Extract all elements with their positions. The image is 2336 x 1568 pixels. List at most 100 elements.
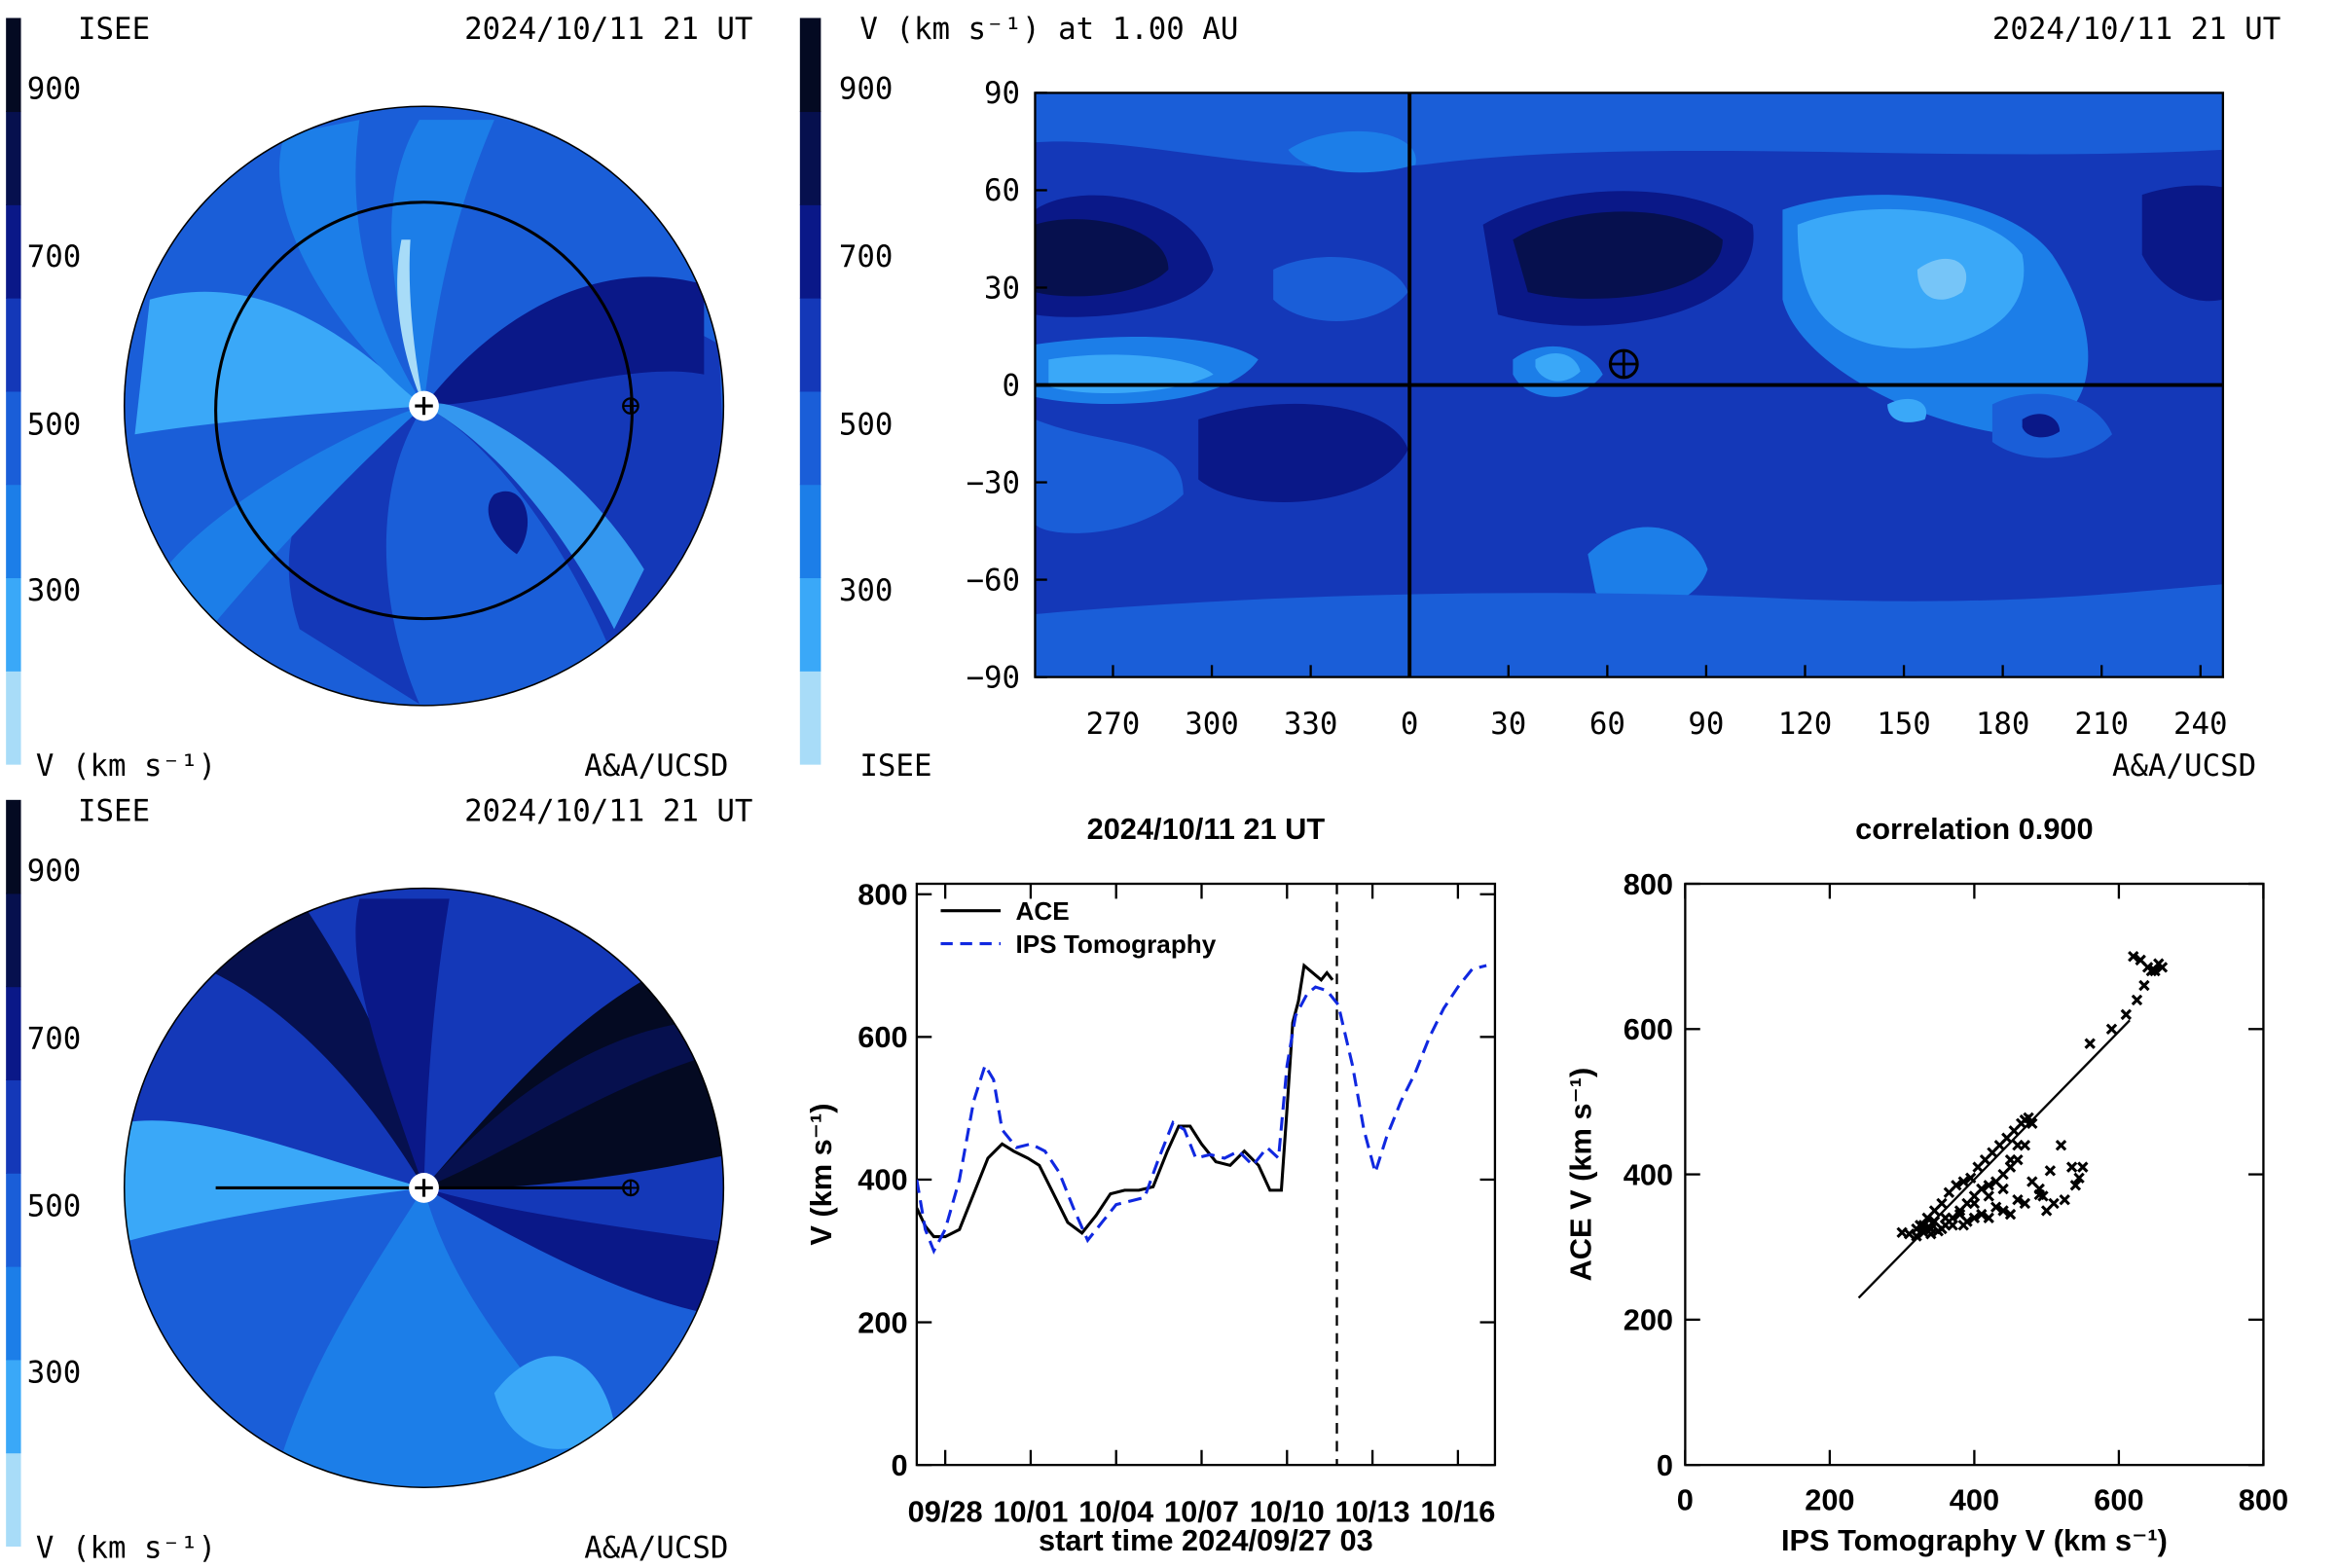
credit-label: A&A/UCSD <box>584 1531 728 1566</box>
map-x-tick-label: 240 <box>2173 707 2228 742</box>
colorbar-tick-900: 900 <box>839 72 894 107</box>
scatter-point <box>1983 1212 1994 1224</box>
colorbar-segment <box>799 18 821 113</box>
scatter-point <box>2120 1008 2133 1021</box>
map-x-tick-label: 90 <box>1688 707 1724 742</box>
legend-label-ace: ACE <box>1015 896 1069 926</box>
scatter-point <box>2138 979 2150 992</box>
colorbar-segment <box>799 204 821 299</box>
colorbar-segment <box>6 1265 21 1361</box>
timestamp-label: 2024/10/11 21 UT <box>1992 12 2281 47</box>
scatter-point <box>1936 1222 1948 1235</box>
colorbar-segment <box>799 111 821 205</box>
scatter-point <box>2059 1193 2070 1206</box>
scatter-point <box>1903 1228 1916 1240</box>
x-tick-label: 10/04 <box>1078 1495 1153 1529</box>
y-tick-label: 400 <box>1624 1157 1673 1191</box>
colorbar-segment <box>799 297 821 392</box>
colorbar-top-left <box>6 18 21 765</box>
colorbar-segment <box>6 1173 21 1267</box>
timestamp-label: 2024/10/11 21 UT <box>464 793 752 828</box>
x-tick-label: 10/13 <box>1335 1495 1410 1529</box>
scatter-point <box>2149 965 2161 977</box>
colorbar-segment <box>6 671 21 765</box>
scatter-point <box>2105 1023 2118 1035</box>
disc-outline <box>123 887 725 1488</box>
top-right-panel: V (km s⁻¹) at 1.00 AU 2024/10/11 21 UT I… <box>799 12 2281 784</box>
colorbar-segment <box>6 18 21 113</box>
map-y-tick-label: −30 <box>966 465 1020 500</box>
scatter-point <box>1983 1180 1994 1191</box>
credit-label: A&A/UCSD <box>2112 748 2256 784</box>
map-x-tick-label: 30 <box>1490 707 1526 742</box>
map-title: V (km s⁻¹) at 1.00 AU <box>859 12 1238 47</box>
scatter-point <box>2004 1161 2017 1173</box>
scatter-point <box>2037 1190 2049 1202</box>
time-series-lines <box>916 963 1487 1255</box>
colorbar-segment <box>6 1452 21 1548</box>
y-tick-label: 400 <box>858 1163 907 1197</box>
institution-label: ISEE <box>78 793 150 828</box>
colorbar-segment <box>799 484 821 579</box>
colorbar-tick-300: 300 <box>839 573 894 608</box>
scatter-point <box>1936 1197 1948 1210</box>
scatter-point <box>2128 950 2139 963</box>
colorbar-segment <box>6 893 21 988</box>
y-tick-label: 0 <box>1657 1448 1673 1482</box>
colorbar-segment <box>6 297 21 392</box>
x-tick-label: 400 <box>1950 1482 1999 1516</box>
scatter-axes: 0 200 400 600 800 0 200 400 600 800 <box>1624 867 2288 1517</box>
legend: ACE IPS Tomography <box>940 896 1217 959</box>
earth-orbit-circle <box>214 201 634 621</box>
scatter-point <box>2044 1165 2057 1177</box>
scatter-point <box>2019 1197 2031 1210</box>
earth-marker-icon <box>622 397 639 415</box>
legend-label-ips: IPS Tomography <box>1015 930 1216 959</box>
map-x-tick-label: 150 <box>1877 707 1931 742</box>
credit-label: A&A/UCSD <box>584 748 728 784</box>
scatter-point <box>2055 1140 2067 1151</box>
x-tick-label: 0 <box>1677 1482 1694 1516</box>
map-y-tick-label: −90 <box>966 660 1020 695</box>
x-tick-label: 09/28 <box>908 1495 983 1529</box>
map-y-tick-label: 90 <box>984 76 1020 111</box>
colorbar-tick-500: 500 <box>839 407 894 442</box>
fit-line <box>1857 1019 2131 1299</box>
colorbar-bottom-left <box>6 799 21 1548</box>
map-y-tick-label: −60 <box>966 563 1020 598</box>
earth-marker-icon <box>622 1179 639 1197</box>
colorbar-segment <box>6 390 21 486</box>
map-y-tick-label: 0 <box>1003 368 1021 403</box>
scatter-point <box>1964 1172 1977 1185</box>
colorbar-tick-300: 300 <box>27 573 82 608</box>
scatter-point <box>1947 1220 1958 1231</box>
time-series-ylabel: V (km s⁻¹) <box>804 1103 838 1245</box>
scatter-point <box>2019 1140 2031 1151</box>
y-tick-label: 0 <box>892 1448 908 1482</box>
scatter-point <box>1957 1176 1969 1187</box>
time-series-frame <box>915 882 1497 1467</box>
map-x-tick-label: 60 <box>1589 707 1625 742</box>
map-x-tick-label: 330 <box>1284 707 1338 742</box>
scatter-point <box>2012 1193 2024 1206</box>
scatter-point <box>2026 1117 2038 1130</box>
scatter-point <box>1911 1230 1922 1242</box>
scatter-ylabel: ACE V (km s⁻¹) <box>1563 1068 1597 1282</box>
scatter-point <box>1957 1220 1969 1231</box>
scatter-panel: correlation 0.900 0 200 400 600 800 0 200 400 60… <box>1563 812 2288 1557</box>
map-x-tick-label: 0 <box>1401 707 1419 742</box>
scatter-point <box>1925 1228 1937 1240</box>
colorbar-segment <box>6 204 21 299</box>
scatter-point <box>2073 1172 2085 1185</box>
top-left-panel: ISEE 2024/10/11 21 UT V (km s⁻¹) A&A/UCS… <box>6 12 752 784</box>
map-x-tick-label: 300 <box>1185 707 1239 742</box>
institution-label: ISEE <box>78 12 150 47</box>
disc-outline <box>123 105 725 707</box>
scatter-point <box>2077 1161 2089 1173</box>
colorbar-tick-300: 300 <box>27 1355 82 1390</box>
x-tick-label: 10/07 <box>1164 1495 1239 1529</box>
x-tick-label: 800 <box>2239 1482 2288 1516</box>
map-x-tick-label: 180 <box>1976 707 2030 742</box>
map-x-tick-label: 210 <box>2074 707 2129 742</box>
scatter-point <box>2026 1176 2038 1187</box>
